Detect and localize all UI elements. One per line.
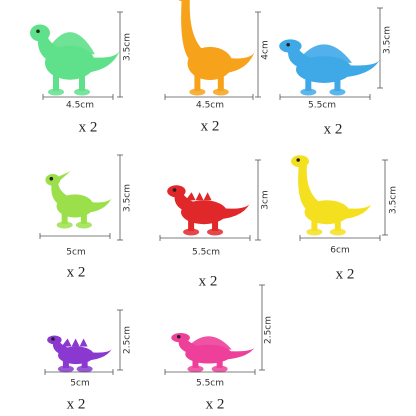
height-label: 4cm [261, 40, 271, 59]
suction-cup [76, 365, 93, 373]
width-label: 4.5cm [66, 101, 94, 111]
neck [181, 0, 210, 64]
head [45, 174, 61, 186]
neck [174, 191, 204, 213]
suction-cup [75, 221, 92, 229]
dinosaur-toy [30, 24, 120, 96]
suction-cup [56, 221, 73, 229]
height-label: 3.5cm [383, 26, 393, 54]
suction-cup [187, 365, 204, 373]
height-label: 3.5cm [389, 186, 399, 214]
suction-cup [183, 228, 200, 236]
dinosaur-toy [291, 155, 372, 236]
leg [81, 355, 88, 368]
suction-cup [211, 365, 228, 373]
eye [286, 42, 290, 47]
neck [37, 32, 70, 63]
spikes [185, 192, 212, 201]
dinosaur-toy [47, 335, 112, 373]
leg [305, 69, 312, 91]
quantity: x 2 [324, 121, 343, 137]
head [167, 185, 186, 198]
neck [288, 46, 324, 70]
height-label: 3cm [261, 190, 271, 209]
leg [192, 354, 199, 368]
eye [172, 188, 177, 192]
width-label: 4.5cm [196, 101, 224, 111]
eye [51, 337, 55, 341]
width-label: 5.5cm [308, 101, 336, 111]
leg [62, 355, 69, 368]
quantity: x 2 [199, 273, 218, 289]
quantity: x 2 [67, 264, 86, 280]
quantity: x 2 [201, 118, 220, 134]
suction-cup [57, 365, 74, 373]
suction-cup [329, 88, 346, 96]
dinosaur-toy [171, 332, 255, 373]
suction-cup [300, 88, 317, 96]
leg [311, 212, 318, 231]
leg [334, 212, 341, 231]
head [171, 332, 190, 343]
leg [194, 63, 201, 91]
neck [51, 179, 75, 206]
width-label: 6cm [330, 246, 349, 256]
suction-cup [306, 228, 323, 236]
suction-cup [189, 88, 206, 96]
dinosaur-toy [167, 185, 250, 236]
head [291, 155, 309, 168]
suction-cup [207, 228, 224, 236]
suction-cup [329, 228, 346, 236]
suction-cup [74, 88, 90, 96]
leg [217, 63, 224, 91]
neck [298, 161, 327, 213]
quantity: x 2 [206, 396, 225, 412]
leg [79, 62, 85, 91]
width-label: 5.5cm [192, 248, 220, 258]
head [178, 0, 188, 2]
height-label: 3.5cm [123, 33, 133, 61]
suction-cup [212, 88, 229, 96]
eye [36, 29, 40, 34]
width-label: 5cm [66, 248, 85, 258]
leg [216, 354, 223, 368]
eye [49, 176, 54, 181]
quantity: x 2 [336, 266, 355, 282]
height-label: 2.5cm [264, 316, 274, 344]
leg [188, 212, 195, 231]
neck [52, 339, 76, 356]
quantity: x 2 [67, 396, 86, 412]
neck [178, 337, 209, 355]
leg [334, 69, 341, 91]
leg [80, 205, 87, 224]
dinosaur-toy [45, 171, 112, 229]
spikes [61, 338, 88, 347]
head [279, 39, 302, 53]
leg [53, 62, 59, 91]
eye [176, 334, 181, 339]
dinosaur-toy [279, 39, 380, 96]
height-label: 3.5cm [123, 184, 133, 212]
head [30, 24, 50, 42]
leg [212, 212, 219, 231]
width-label: 5cm [70, 379, 89, 389]
quantity: x 2 [79, 119, 98, 135]
height-label: 2.5cm [123, 326, 133, 354]
eye [296, 158, 301, 162]
crest [55, 171, 71, 183]
dinosaur-toy [178, 0, 255, 96]
width-label: 5.5cm [196, 379, 224, 389]
suction-cup [48, 88, 64, 96]
leg [61, 205, 68, 224]
